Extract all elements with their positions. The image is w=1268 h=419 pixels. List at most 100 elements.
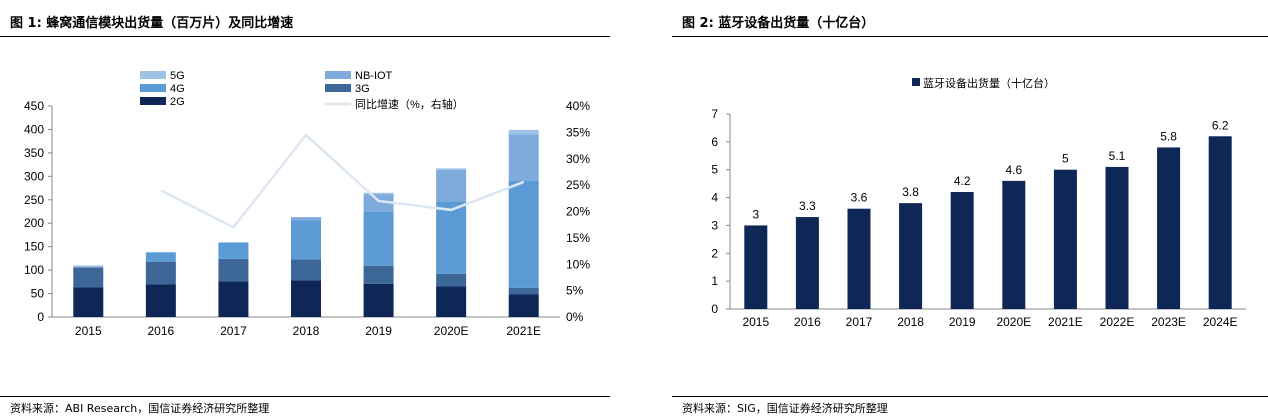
- data-label: 3: [752, 207, 759, 221]
- bar-2016: [795, 217, 819, 309]
- legend-swatch: [912, 78, 920, 86]
- y-tick-label: 350: [24, 146, 44, 160]
- chart-2-source: 资料来源：SIG，国信证券经济研究所整理: [682, 402, 888, 415]
- bar-5g-2019: [363, 192, 394, 195]
- legend-nb-iot-swatch: [325, 71, 351, 79]
- x-tick-label: 2018: [293, 324, 320, 338]
- data-label: 6.2: [1212, 118, 1229, 132]
- bar-2g-2017: [218, 281, 249, 317]
- title-rule: [0, 36, 610, 37]
- y-tick-label: 200: [24, 216, 44, 230]
- bar-5g-2021e: [508, 129, 539, 135]
- data-label: 5: [1062, 152, 1069, 166]
- data-label: 3.6: [851, 191, 868, 205]
- y-tick-label: 1: [711, 274, 718, 288]
- x-tick-label: 2016: [148, 324, 175, 338]
- y-tick-label: 100: [24, 263, 44, 277]
- x-tick-label: 2015: [75, 324, 102, 338]
- bar-2015: [744, 225, 768, 309]
- legend-growth-label: 同比增速（%，右轴）: [355, 97, 464, 111]
- x-tick-label: 2018: [897, 315, 924, 329]
- bar-4g-2019: [363, 211, 394, 266]
- bar-2g-2018: [291, 280, 321, 317]
- data-label: 4.2: [954, 174, 971, 188]
- x-tick-label: 2022E: [1100, 315, 1135, 329]
- y2-tick-label: 10%: [566, 257, 590, 271]
- x-tick-label: 2017: [220, 324, 247, 338]
- bar-2g-2019: [363, 283, 394, 317]
- y2-tick-label: 40%: [566, 99, 590, 113]
- x-tick-label: 2020E: [996, 315, 1031, 329]
- bar-3g-2020e: [436, 273, 467, 287]
- bar-nb-iot-2018: [291, 217, 321, 221]
- bar-2022e: [1105, 166, 1129, 309]
- legend-5g-label: 5G: [170, 70, 185, 82]
- chart-panel-2: 图 2: 蓝牙设备出货量（十亿台） 0 1 2 3 4 5 6 7 3 2015 3.3 2016 3.…: [672, 0, 1268, 419]
- bar-2023e: [1157, 147, 1181, 309]
- legend-5g-swatch: [140, 71, 166, 79]
- y-tick-label: 300: [24, 169, 44, 183]
- bar-3g-2019: [363, 265, 394, 284]
- legend-3g-label: 3G: [355, 83, 370, 95]
- y2-tick-label: 5%: [566, 284, 584, 298]
- bar-4g-2018: [291, 220, 321, 260]
- bar-3g-2017: [218, 258, 249, 282]
- x-tick-label: 2021E: [506, 324, 541, 338]
- data-label: 4.6: [1005, 163, 1022, 177]
- bar-nb-iot-2021e: [508, 134, 539, 182]
- x-tick-label: 2021E: [1048, 315, 1083, 329]
- x-tick-label: 2020E: [434, 324, 469, 338]
- y2-tick-label: 30%: [566, 152, 590, 166]
- y-tick-label: 400: [24, 122, 44, 136]
- data-label: 3.3: [799, 199, 816, 213]
- y-tick-label: 50: [31, 287, 45, 301]
- y-tick-label: 7: [711, 107, 718, 121]
- y-tick-label: 6: [711, 135, 718, 149]
- bar-4g-2017: [218, 242, 249, 259]
- bar-2019: [950, 192, 974, 309]
- x-tick-label: 2024E: [1203, 315, 1238, 329]
- y-tick-label: 5: [711, 163, 718, 177]
- bar-4g-2020e: [436, 201, 467, 274]
- bar-5g-2015: [73, 265, 104, 268]
- chart-1-source: 资料来源：ABI Research，国信证券经济研究所整理: [10, 402, 270, 415]
- y2-tick-label: 0%: [566, 310, 584, 324]
- bar-3g-2021e: [508, 287, 539, 295]
- y2-tick-label: 20%: [566, 205, 590, 219]
- bar-2018: [899, 203, 923, 309]
- bar-4g-2021e: [508, 181, 539, 288]
- y-tick-label: 3: [711, 218, 718, 232]
- bar-5g-2020e: [436, 168, 467, 170]
- data-label: 3.8: [902, 185, 919, 199]
- bar-nb-iot-2019: [363, 194, 394, 212]
- y2-tick-label: 15%: [566, 231, 590, 245]
- source-rule: [672, 396, 1268, 397]
- bar-3g-2016: [145, 261, 176, 285]
- cellular-module-chart: 0 50 100 150 200 250 300 350 400 450 0% 5% 10% 15% 20%…: [24, 70, 590, 338]
- x-tick-label: 2019: [949, 315, 976, 329]
- x-tick-label: 2019: [365, 324, 392, 338]
- y-tick-label: 4: [711, 191, 718, 205]
- legend-4g-label: 4G: [170, 83, 185, 95]
- growth-line: [160, 133, 525, 229]
- legend-2g-label: 2G: [170, 96, 185, 108]
- bar-nb-iot-2020e: [436, 169, 467, 202]
- bar-2g-2021e: [508, 294, 539, 317]
- bar-3g-2015: [73, 267, 104, 288]
- y-tick-label: 0: [37, 310, 44, 324]
- legend-nb-iot-label: NB-IOT: [355, 70, 393, 82]
- bar-2021e: [1053, 169, 1077, 309]
- bar-4g-2016: [145, 252, 176, 262]
- y-tick-label: 250: [24, 193, 44, 207]
- chart-2-title: 图 2: 蓝牙设备出货量（十亿台）: [682, 16, 875, 31]
- chart-panel-1: 图 1: 蜂窝通信模块出货量（百万片）及同比增速 0 50 100 150 200 250…: [0, 0, 610, 419]
- y-tick-label: 2: [711, 246, 718, 260]
- x-tick-label: 2016: [794, 315, 821, 329]
- x-tick-label: 2023E: [1151, 315, 1186, 329]
- bar-3g-2018: [291, 259, 321, 281]
- y-tick-label: 450: [24, 99, 44, 113]
- bar-2g-2016: [145, 284, 176, 317]
- legend-2g-swatch: [140, 97, 166, 105]
- bar-2017: [847, 208, 871, 309]
- title-rule: [672, 36, 1268, 37]
